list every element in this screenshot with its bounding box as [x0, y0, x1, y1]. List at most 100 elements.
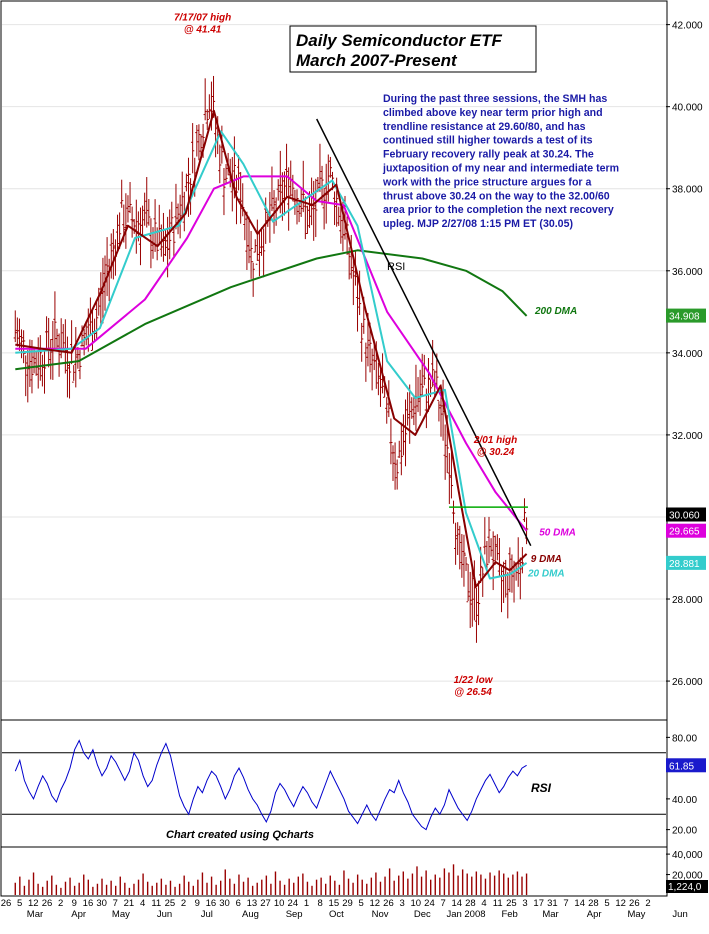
price-bar	[493, 535, 497, 565]
x-day-label: 28	[465, 898, 476, 909]
volume-current-value: 1,224,0	[668, 882, 702, 893]
x-day-label: 2	[181, 898, 186, 909]
x-day-label: 7	[113, 898, 118, 909]
price-bar	[95, 300, 99, 340]
price-bar	[257, 230, 262, 277]
price-bar	[376, 362, 380, 396]
downtrend-line	[316, 118, 532, 547]
price-bar	[337, 206, 341, 226]
price-bar	[145, 177, 149, 228]
x-month-label-oct: Oct	[329, 909, 344, 920]
x-day-label: 10	[410, 898, 421, 909]
trendlines	[316, 118, 532, 547]
price-bar	[447, 453, 451, 505]
price-bar	[197, 124, 201, 161]
ma-line-9-dma	[15, 109, 528, 588]
price-bar	[147, 199, 151, 226]
price-bar	[140, 205, 145, 236]
price-bar	[418, 369, 422, 416]
price-bar	[270, 166, 274, 212]
price-bar	[72, 365, 76, 383]
price-bar	[345, 216, 349, 255]
price-bar	[358, 270, 362, 316]
price-bar	[483, 517, 487, 555]
x-day-label: 2	[645, 898, 650, 909]
price-bar	[395, 459, 399, 490]
ma-line-50-dma	[15, 175, 528, 532]
price-bar	[236, 155, 241, 191]
price-bar	[297, 202, 301, 223]
x-day-label: 4	[481, 898, 486, 909]
price-flag-30-060: 30.060	[666, 507, 706, 522]
price-bar	[203, 78, 207, 121]
commentary-line: thrust above 30.24 on the way to the 32.…	[383, 190, 610, 202]
x-day-label: 1	[304, 898, 309, 909]
price-bar	[172, 226, 176, 259]
price-bar	[351, 257, 355, 306]
price-bar	[339, 206, 343, 244]
price-bar	[44, 316, 49, 351]
price-bar	[253, 239, 257, 253]
price-bar	[247, 216, 251, 264]
price-bar	[403, 399, 408, 467]
price-bar	[389, 418, 393, 465]
x-day-label: 26	[1, 898, 12, 909]
price-bar	[462, 534, 466, 587]
price-bar	[101, 257, 105, 324]
price-bar	[487, 516, 491, 564]
price-bar	[214, 115, 218, 158]
price-bar	[518, 557, 522, 600]
price-bar	[410, 397, 414, 419]
price-flag-box	[666, 507, 706, 522]
price-flag-box	[666, 555, 706, 570]
price-bar	[168, 209, 172, 260]
price-tick-label: 42.000	[672, 21, 703, 32]
rsi-tick-label: 80.00	[672, 733, 697, 744]
price-bar	[408, 384, 412, 444]
price-bar	[49, 339, 53, 380]
x-day-label: 25	[506, 898, 517, 909]
x-day-label: 24	[424, 898, 435, 909]
price-bar	[76, 346, 80, 369]
annotation-1-22-low: 1/22 low	[454, 675, 494, 686]
price-bar	[249, 230, 253, 279]
price-bar	[495, 534, 499, 561]
annotation-41-41: @ 41.41	[184, 25, 222, 36]
x-month-label-mar: Mar	[27, 909, 43, 920]
rsi-label: RSI	[387, 261, 405, 273]
price-bar	[305, 205, 310, 234]
price-bar	[474, 587, 479, 643]
price-bar	[153, 199, 157, 252]
x-day-label: 27	[260, 898, 271, 909]
x-month-label-feb: Feb	[501, 909, 517, 920]
price-bar	[143, 192, 147, 226]
price-bar	[126, 195, 130, 223]
ma-label-9-dma: 9 DMA	[531, 554, 562, 565]
rsi-label: RSI	[531, 781, 552, 795]
price-bar	[255, 219, 259, 265]
x-day-label: 25	[165, 898, 176, 909]
price-bar	[301, 160, 305, 213]
price-bar	[456, 522, 460, 555]
x-month-label-may: May	[112, 909, 130, 920]
x-day-label: 28	[588, 898, 599, 909]
price-bar	[40, 354, 44, 387]
x-day-label: 13	[247, 898, 258, 909]
x-day-label: 3	[522, 898, 527, 909]
price-bar	[53, 291, 57, 350]
price-gridlines	[2, 24, 666, 682]
rsi-current-value: 61.85	[669, 761, 694, 772]
price-bar	[36, 337, 40, 389]
price-bar	[180, 171, 184, 218]
price-flag-box	[666, 308, 706, 323]
price-bar	[282, 171, 287, 216]
price-bar	[88, 297, 92, 336]
price-flag-label: 29.665	[669, 527, 700, 538]
commentary-line: juxtaposition of my near and intermediat…	[382, 163, 619, 175]
ma-label-200-dma: 200 DMA	[534, 306, 577, 317]
price-bar	[522, 498, 527, 522]
x-day-label: 6	[236, 898, 241, 909]
x-day-label: 10	[274, 898, 285, 909]
price-bar	[195, 125, 199, 157]
x-day-label: 30	[96, 898, 107, 909]
